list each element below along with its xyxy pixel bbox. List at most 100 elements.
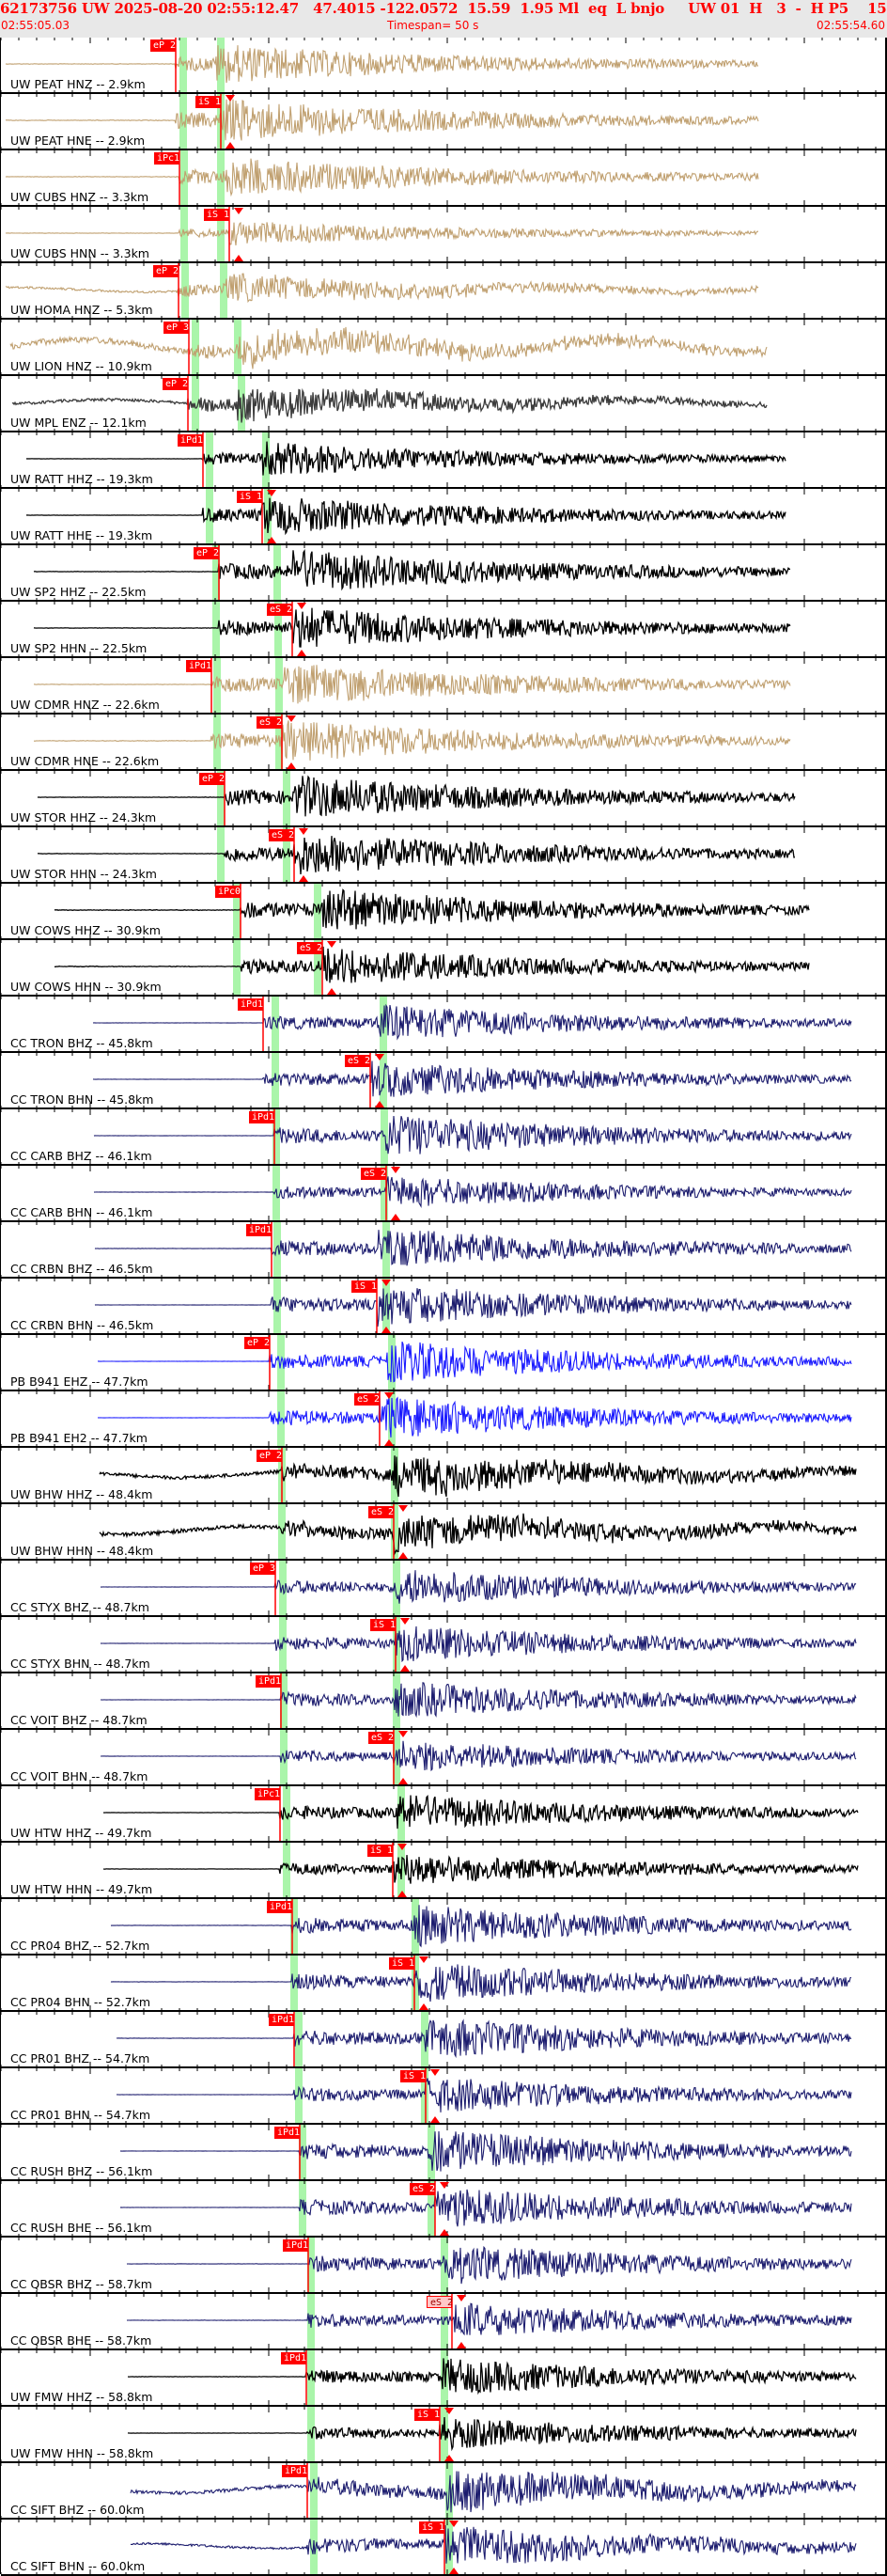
trace-row[interactable]: eS 2 UW CDMR HNE -- 22.6km: [1, 715, 887, 771]
pick-label[interactable]: eP 2: [199, 773, 225, 785]
pick-label[interactable]: iS 1: [414, 2409, 440, 2421]
trace-row[interactable]: eS 2 CC CARB BHN -- 46.1km: [1, 1166, 887, 1222]
pick-label[interactable]: eS 2: [368, 1732, 394, 1744]
trace-row[interactable]: iPd1 CC TRON BHZ -- 45.8km: [1, 997, 887, 1053]
pick-label[interactable]: eS 2: [345, 1055, 370, 1067]
pick-label[interactable]: eP 2: [153, 265, 179, 277]
trace-row[interactable]: iPd1 CC PR04 BHZ -- 52.7km: [1, 1899, 887, 1956]
trace-row[interactable]: eS 2 UW SP2 HHN -- 22.5km: [1, 602, 887, 658]
waveform: [1, 320, 887, 376]
trace-row[interactable]: iPc1 UW CUBS HNZ -- 3.3km: [1, 150, 887, 207]
trace-row[interactable]: eP 2 UW MPL ENZ -- 12.1km: [1, 376, 887, 432]
pick-label[interactable]: iPc1: [154, 152, 179, 165]
trace-row[interactable]: eS 2 PB B941 EH2 -- 47.7km: [1, 1391, 887, 1448]
trace-row[interactable]: eP 2 UW STOR HHZ -- 24.3km: [1, 771, 887, 827]
trace-row[interactable]: iS 1 UW PEAT HNE -- 2.9km: [1, 94, 887, 150]
pick-label[interactable]: iS 1: [195, 96, 221, 108]
trace-row[interactable]: eS 2 UW STOR HHN -- 24.3km: [1, 827, 887, 884]
trace-row[interactable]: eP 2 UW HOMA HNZ -- 5.3km: [1, 263, 887, 320]
seismogram-plot[interactable]: eP 2 UW PEAT HNZ -- 2.9km iS 1 UW PEAT HNE …: [0, 38, 887, 2576]
trace-row[interactable]: iS 1 UW HTW HHN -- 49.7km: [1, 1843, 887, 1899]
pick-label[interactable]: iS 1: [237, 491, 262, 503]
trace-row[interactable]: iPd1 UW RATT HHZ -- 19.3km: [1, 432, 887, 489]
trace-row[interactable]: iPd1 CC CARB BHZ -- 46.1km: [1, 1109, 887, 1166]
pick-label[interactable]: eP 2: [244, 1337, 270, 1349]
pick-label[interactable]: iPd1: [282, 2465, 307, 2477]
pick-label[interactable]: iS 1: [351, 1280, 377, 1293]
pick-label[interactable]: iPd1: [269, 2014, 294, 2026]
pick-label[interactable]: iPd1: [249, 1111, 274, 1123]
pick-label[interactable]: eS 2: [427, 2296, 453, 2308]
trace-row[interactable]: eS 2 CC VOIT BHN -- 48.7km: [1, 1730, 887, 1786]
trace-row[interactable]: eP 2 UW PEAT HNZ -- 2.9km: [1, 38, 887, 94]
trace-row[interactable]: eS 2 UW BHW HHN -- 48.4km: [1, 1504, 887, 1561]
pick-label[interactable]: iPd1: [246, 1224, 272, 1236]
trace-row[interactable]: iPc0 UW COWS HHZ -- 30.9km: [1, 884, 887, 940]
trace-row[interactable]: eS 2 UW COWS HHN -- 30.9km: [1, 940, 887, 997]
pick-label[interactable]: eP 3: [250, 1563, 275, 1575]
pick-label[interactable]: eS 2: [257, 716, 282, 729]
trace-row[interactable]: eS 2 CC RUSH BHE -- 56.1km: [1, 2181, 887, 2238]
pick-marker-icon: [375, 1101, 384, 1107]
pick-label[interactable]: iPd1: [283, 2239, 308, 2252]
trace-row[interactable]: eS 2 CC QBSR BHE -- 58.7km: [1, 2294, 887, 2350]
waveform: [1, 1617, 887, 1673]
trace-row[interactable]: eS 2 CC TRON BHN -- 45.8km: [1, 1053, 887, 1109]
trace-row[interactable]: iS 1 UW RATT HHE -- 19.3km: [1, 489, 887, 545]
trace-row[interactable]: iPd1 CC VOIT BHZ -- 48.7km: [1, 1673, 887, 1730]
trace-row[interactable]: eP 2 UW SP2 HHZ -- 22.5km: [1, 545, 887, 602]
pick-label[interactable]: iPd1: [267, 1901, 292, 1913]
trace-row[interactable]: iPc1 UW HTW HHZ -- 49.7km: [1, 1786, 887, 1843]
station-label: UW STOR HHN -- 24.3km: [10, 867, 157, 881]
trace-row[interactable]: iS 1 CC PR01 BHN -- 54.7km: [1, 2068, 887, 2125]
trace-row[interactable]: eP 2 PB B941 EHZ -- 47.7km: [1, 1335, 887, 1391]
pick-label[interactable]: iS 1: [419, 2521, 444, 2534]
theoretical-window: [441, 2407, 448, 2463]
pick-label[interactable]: iPc0: [215, 886, 241, 898]
pick-label[interactable]: iS 1: [389, 1957, 414, 1970]
station-label: CC RUSH BHE -- 56.1km: [10, 2221, 152, 2235]
trace-row[interactable]: eP 2 UW BHW HHZ -- 48.4km: [1, 1448, 887, 1504]
pick-label[interactable]: iPc1: [255, 1788, 280, 1800]
pick-label[interactable]: eS 2: [361, 1168, 386, 1180]
trace-row[interactable]: iPd1 UW CDMR HNZ -- 22.6km: [1, 658, 887, 715]
trace-row[interactable]: iS 1 CC CRBN BHN -- 46.5km: [1, 1279, 887, 1335]
pick-label[interactable]: eP 2: [163, 378, 188, 390]
pick-label[interactable]: iS 1: [367, 1845, 393, 1857]
pick-label[interactable]: eS 2: [368, 1506, 394, 1518]
trace-row[interactable]: iPd1 CC SIFT BHZ -- 60.0km: [1, 2463, 887, 2520]
pick-label[interactable]: eP 2: [194, 547, 219, 559]
trace-row[interactable]: iPd1 UW FMW HHZ -- 58.8km: [1, 2350, 887, 2407]
trace-row[interactable]: iS 1 CC PR04 BHN -- 52.7km: [1, 1956, 887, 2012]
pick-label[interactable]: iPd1: [178, 434, 203, 447]
trace-row[interactable]: iPd1 CC PR01 BHZ -- 54.7km: [1, 2012, 887, 2068]
trace-row[interactable]: iPd1 CC QBSR BHZ -- 58.7km: [1, 2238, 887, 2294]
pick-label[interactable]: iPd1: [186, 660, 211, 672]
pick-label[interactable]: iPd1: [238, 998, 263, 1011]
pick-label[interactable]: eP 3: [163, 322, 189, 334]
station-label: UW BHW HHZ -- 48.4km: [10, 1487, 153, 1501]
pick-label[interactable]: iPd1: [256, 1675, 281, 1688]
theoretical-window: [310, 2463, 318, 2520]
trace-row[interactable]: eP 3 CC STYX BHZ -- 48.7km: [1, 1561, 887, 1617]
pick-label[interactable]: eS 2: [267, 604, 292, 616]
pick-label[interactable]: eP 2: [257, 1450, 282, 1462]
trace-row[interactable]: iPd1 CC RUSH BHZ -- 56.1km: [1, 2125, 887, 2181]
trace-row[interactable]: iS 1 CC SIFT BHN -- 60.0km: [1, 2520, 887, 2576]
trace-row[interactable]: iPd1 CC CRBN BHZ -- 46.5km: [1, 1222, 887, 1279]
pick-label[interactable]: iPd1: [274, 2127, 300, 2139]
pick-label[interactable]: eS 2: [410, 2183, 435, 2195]
pick-label[interactable]: iS 1: [400, 2070, 426, 2082]
pick-label[interactable]: iS 1: [370, 1619, 396, 1631]
pick-label[interactable]: eS 2: [297, 942, 322, 954]
pick-label[interactable]: eP 2: [150, 39, 176, 52]
pick-label[interactable]: iPd1: [281, 2352, 306, 2364]
pick-label[interactable]: eS 2: [269, 829, 294, 841]
pick-label[interactable]: iS 1: [204, 209, 229, 221]
trace-row[interactable]: iS 1 UW CUBS HNN -- 3.3km: [1, 207, 887, 263]
pick-marker-icon: [457, 2295, 466, 2301]
trace-row[interactable]: eP 3 UW LION HNZ -- 10.9km: [1, 320, 887, 376]
trace-row[interactable]: iS 1 CC STYX BHN -- 48.7km: [1, 1617, 887, 1673]
trace-row[interactable]: iS 1 UW FMW HHN -- 58.8km: [1, 2407, 887, 2463]
pick-label[interactable]: eS 2: [354, 1393, 380, 1406]
